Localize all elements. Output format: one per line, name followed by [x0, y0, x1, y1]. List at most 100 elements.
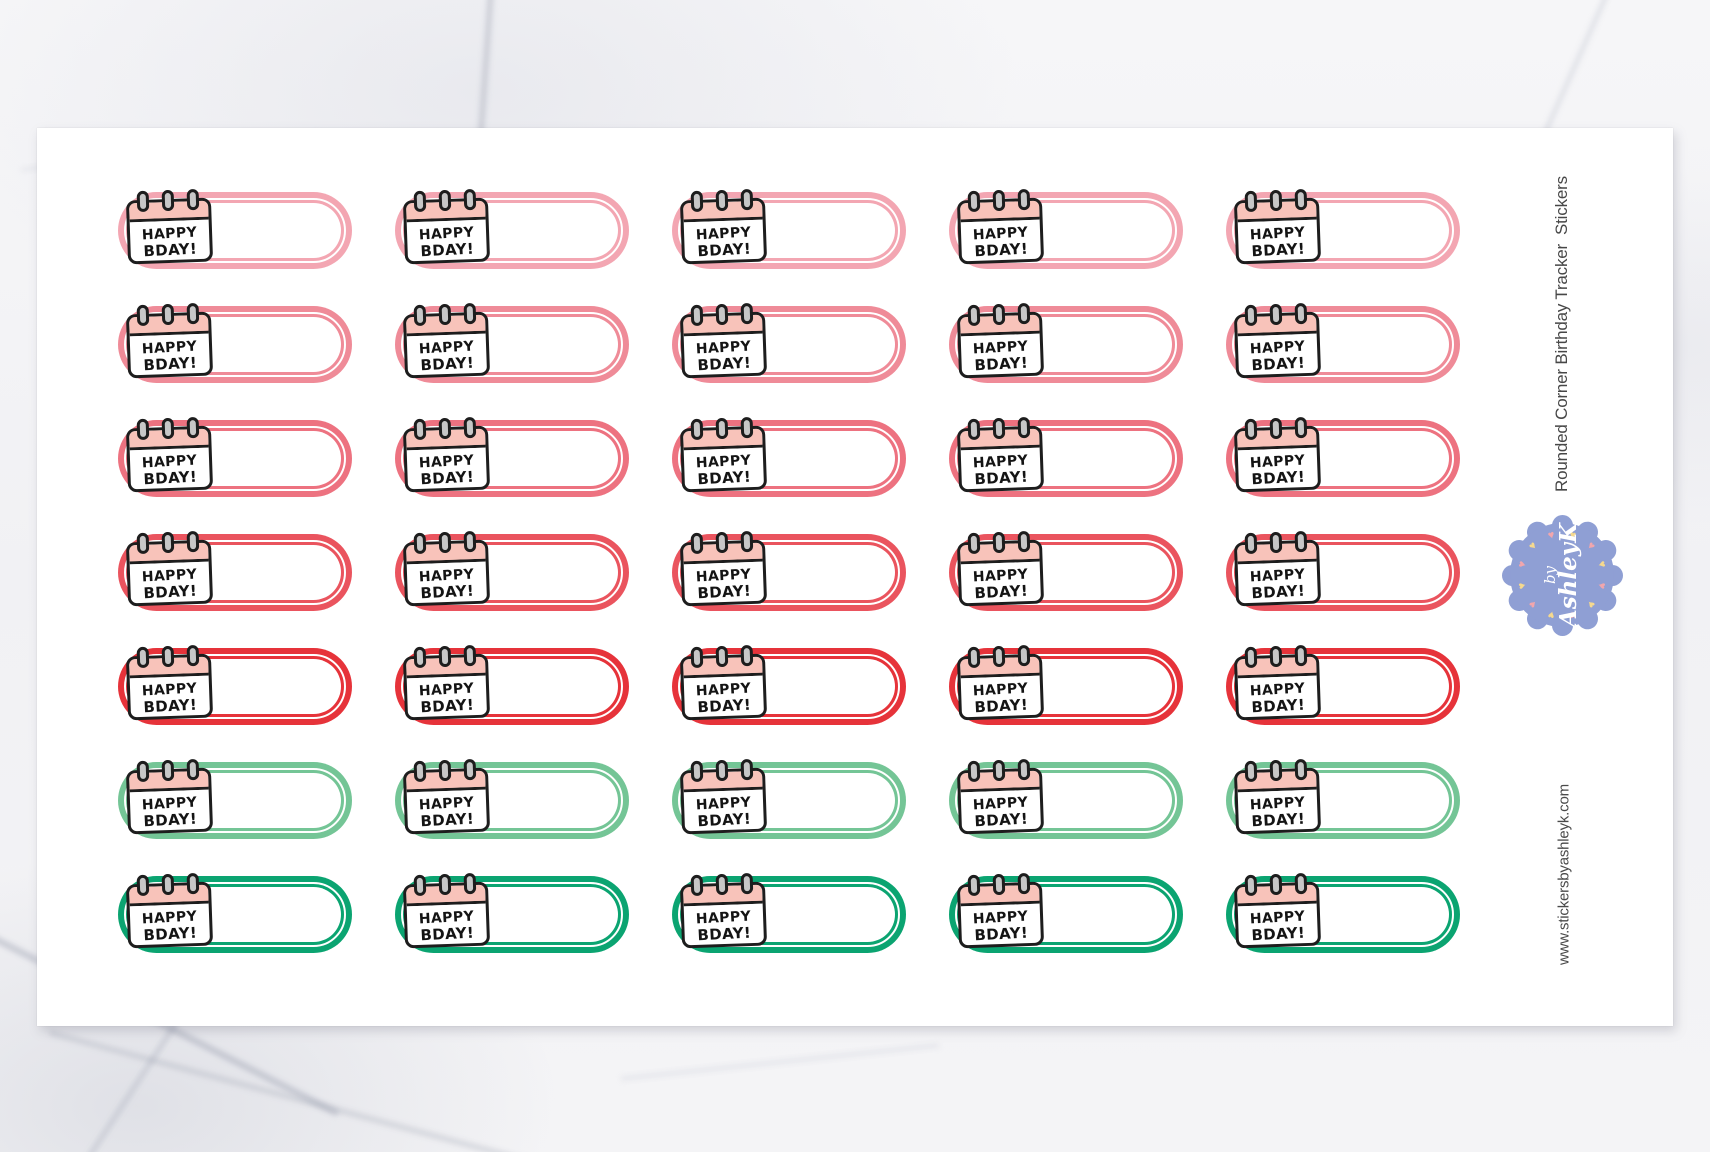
sticker: HAPPY BDAY! — [395, 530, 629, 611]
calendar-ring-icon — [967, 418, 981, 441]
calendar-ring-icon — [1244, 418, 1258, 441]
calendar-ring-icon — [715, 531, 729, 554]
calendar-icon: HAPPY BDAY! — [956, 416, 1045, 493]
calendar-ring-icon — [161, 759, 175, 782]
calendar-ring-icon — [136, 760, 150, 783]
happy-bday-label: HAPPY BDAY! — [972, 680, 1029, 717]
calendar-ring-icon — [1294, 758, 1308, 781]
sticker: HAPPY BDAY! — [949, 872, 1183, 953]
sticker-pinstripe — [1232, 882, 1454, 947]
calendar-ring-icon — [1244, 304, 1258, 327]
sticker-pinstripe — [955, 654, 1177, 719]
calendar-ring-icon — [690, 418, 704, 441]
sticker: HAPPY BDAY! — [949, 188, 1183, 269]
calendar-ring-icon — [690, 532, 704, 555]
sticker: HAPPY BDAY! — [395, 302, 629, 383]
sticker: HAPPY BDAY! — [672, 530, 906, 611]
calendar-ring-icon — [136, 646, 150, 669]
calendar-ring-icon — [715, 645, 729, 668]
calendar-icon: HAPPY BDAY! — [956, 644, 1045, 721]
sticker-pinstripe — [401, 540, 623, 605]
calendar-ring-icon — [1244, 532, 1258, 555]
happy-bday-label: HAPPY BDAY! — [418, 224, 475, 261]
happy-bday-label: HAPPY BDAY! — [141, 680, 198, 717]
sticker: HAPPY BDAY! — [118, 416, 352, 497]
sticker: HAPPY BDAY! — [118, 872, 352, 953]
sticker: HAPPY BDAY! — [672, 188, 906, 269]
happy-bday-label: HAPPY BDAY! — [972, 794, 1029, 831]
calendar-icon: HAPPY BDAY! — [125, 530, 214, 607]
calendar-icon: HAPPY BDAY! — [956, 302, 1045, 379]
sticker: HAPPY BDAY! — [395, 644, 629, 725]
calendar-ring-icon — [1017, 416, 1031, 439]
calendar-ring-icon — [413, 190, 427, 213]
calendar-ring-icon — [715, 759, 729, 782]
calendar-ring-icon — [186, 530, 200, 553]
sticker-grid: HAPPY BDAY! HAPPY BDAY! — [118, 188, 1460, 953]
calendar-icon: HAPPY BDAY! — [402, 872, 491, 949]
sticker-pinstripe — [1232, 540, 1454, 605]
calendar-ring-icon — [413, 646, 427, 669]
calendar-ring-icon — [1294, 644, 1308, 667]
calendar-ring-icon — [740, 302, 754, 325]
calendar-ring-icon — [1017, 530, 1031, 553]
calendar-ring-icon — [1294, 302, 1308, 325]
sticker-pinstripe — [955, 540, 1177, 605]
sticker: HAPPY BDAY! — [1226, 872, 1460, 953]
sticker: HAPPY BDAY! — [1226, 188, 1460, 269]
happy-bday-label: HAPPY BDAY! — [418, 794, 475, 831]
sticker-pinstripe — [678, 882, 900, 947]
calendar-icon: HAPPY BDAY! — [679, 302, 768, 379]
happy-bday-label: HAPPY BDAY! — [418, 338, 475, 375]
calendar-ring-icon — [740, 644, 754, 667]
calendar-icon: HAPPY BDAY! — [125, 872, 214, 949]
calendar-ring-icon — [1017, 188, 1031, 211]
calendar-ring-icon — [992, 531, 1006, 554]
sticker: HAPPY BDAY! — [672, 758, 906, 839]
sticker: HAPPY BDAY! — [1226, 758, 1460, 839]
calendar-ring-icon — [740, 872, 754, 895]
calendar-ring-icon — [438, 417, 452, 440]
calendar-ring-icon — [967, 532, 981, 555]
calendar-ring-icon — [992, 303, 1006, 326]
sticker-pinstripe — [1232, 198, 1454, 263]
happy-bday-label: HAPPY BDAY! — [695, 452, 752, 489]
happy-bday-label: HAPPY BDAY! — [972, 224, 1029, 261]
sticker: HAPPY BDAY! — [118, 188, 352, 269]
calendar-ring-icon — [690, 190, 704, 213]
happy-bday-label: HAPPY BDAY! — [418, 452, 475, 489]
calendar-ring-icon — [186, 416, 200, 439]
calendar-icon: HAPPY BDAY! — [1233, 302, 1322, 379]
calendar-icon: HAPPY BDAY! — [402, 188, 491, 265]
sticker: HAPPY BDAY! — [118, 530, 352, 611]
calendar-ring-icon — [740, 530, 754, 553]
sticker: HAPPY BDAY! — [672, 416, 906, 497]
calendar-ring-icon — [1269, 417, 1283, 440]
calendar-ring-icon — [1269, 873, 1283, 896]
calendar-icon: HAPPY BDAY! — [402, 416, 491, 493]
calendar-icon: HAPPY BDAY! — [956, 872, 1045, 949]
calendar-ring-icon — [992, 645, 1006, 668]
sticker-pinstripe — [124, 198, 346, 263]
happy-bday-label: HAPPY BDAY! — [418, 908, 475, 945]
calendar-icon: HAPPY BDAY! — [402, 644, 491, 721]
happy-bday-label: HAPPY BDAY! — [695, 338, 752, 375]
calendar-ring-icon — [715, 873, 729, 896]
calendar-ring-icon — [186, 302, 200, 325]
happy-bday-label: HAPPY BDAY! — [1249, 452, 1306, 489]
calendar-ring-icon — [967, 304, 981, 327]
calendar-icon: HAPPY BDAY! — [679, 758, 768, 835]
calendar-ring-icon — [740, 416, 754, 439]
calendar-ring-icon — [136, 304, 150, 327]
calendar-ring-icon — [186, 644, 200, 667]
sticker-pinstripe — [124, 654, 346, 719]
happy-bday-label: HAPPY BDAY! — [972, 566, 1029, 603]
calendar-ring-icon — [1269, 303, 1283, 326]
calendar-ring-icon — [1269, 531, 1283, 554]
calendar-ring-icon — [463, 416, 477, 439]
calendar-ring-icon — [1244, 760, 1258, 783]
sticker-pinstripe — [955, 768, 1177, 833]
calendar-ring-icon — [1294, 416, 1308, 439]
happy-bday-label: HAPPY BDAY! — [1249, 908, 1306, 945]
sticker-pinstripe — [678, 312, 900, 377]
